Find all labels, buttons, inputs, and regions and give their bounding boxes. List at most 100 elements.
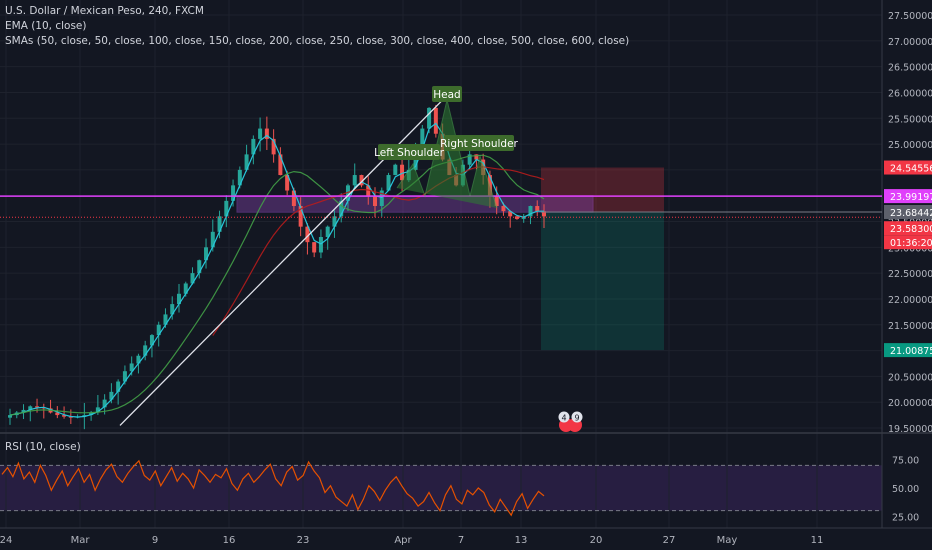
- candle-body: [109, 391, 114, 400]
- left-shoulder-label: Left Shoulder: [374, 147, 445, 159]
- candle-body: [359, 175, 364, 186]
- candle-body: [237, 169, 242, 186]
- candle-body: [318, 236, 323, 253]
- event-badge-bg: [558, 411, 570, 423]
- candle-body: [183, 283, 188, 294]
- price-tag: 24.54556: [890, 164, 932, 175]
- candle-body: [379, 190, 384, 207]
- candle-body: [136, 355, 141, 364]
- candle-body: [102, 399, 107, 408]
- candle-body: [116, 381, 121, 392]
- price-tick-label: 19.50000: [888, 424, 932, 435]
- price-tag: 23.58300: [890, 224, 932, 235]
- candle-body: [474, 154, 479, 160]
- time-tick-label: 7: [458, 535, 464, 546]
- candle-body: [345, 185, 350, 201]
- price-tick-label: 25.50000: [888, 114, 932, 125]
- candle-body: [339, 200, 344, 217]
- candle-body: [542, 211, 546, 217]
- rsi-indicator-label[interactable]: RSI (10, close): [5, 441, 81, 453]
- time-tick-label: 27: [663, 535, 676, 546]
- candle-body: [285, 175, 290, 191]
- price-tick-label: 27.50000: [888, 11, 932, 22]
- time-tick-label: May: [717, 535, 738, 546]
- event-badge-bg: [571, 411, 583, 423]
- rsi-line: [1, 459, 545, 517]
- right-shoulder-label-bg: [444, 135, 514, 151]
- candle-body: [197, 260, 202, 274]
- candle-body: [28, 406, 33, 410]
- candle-body: [89, 412, 94, 416]
- price-tick-label: 26.00000: [888, 88, 932, 99]
- candle-body: [305, 226, 310, 243]
- resistance-zone: [236, 195, 594, 213]
- candle-body: [467, 154, 472, 165]
- sma-line-long: [212, 166, 545, 336]
- candle-body: [231, 185, 236, 201]
- price-tag: 23.99197: [890, 192, 932, 203]
- candle-body: [420, 128, 425, 150]
- rsi-tick-label: 50.00: [892, 484, 919, 495]
- candle-body: [332, 216, 337, 227]
- ema-indicator-label[interactable]: EMA (10, close): [5, 20, 87, 32]
- candle-body: [21, 409, 26, 413]
- price-tag-bg: [884, 221, 932, 236]
- candle-body: [494, 195, 499, 207]
- price-tick-label: 27.00000: [888, 37, 932, 48]
- time-tick-label: 11: [811, 535, 824, 546]
- time-tick-label: 16: [223, 535, 236, 546]
- candle-body: [312, 242, 317, 253]
- price-tick-label: 26.50000: [888, 63, 932, 74]
- candle-body: [129, 363, 134, 372]
- candle-body: [400, 164, 405, 181]
- candle-body: [35, 406, 40, 408]
- candle-body: [386, 175, 391, 191]
- candle-body: [373, 195, 378, 207]
- price-tag-bg: [884, 160, 932, 175]
- candle-body: [224, 200, 229, 217]
- time-tick-label: 13: [515, 535, 528, 546]
- candle-body: [291, 190, 296, 207]
- right-shoulder-label: Right Shoulder: [440, 138, 518, 150]
- price-tag-bg: [884, 343, 932, 358]
- price-tag: 01:36:20: [890, 238, 932, 249]
- candle-body: [427, 107, 432, 129]
- candle-body: [122, 371, 127, 382]
- time-tick-label: 24: [0, 535, 12, 546]
- candle-body: [433, 107, 438, 134]
- time-tick-label: Apr: [394, 535, 412, 546]
- candle-body: [190, 273, 195, 284]
- head-label-bg: [432, 86, 462, 102]
- candle-body: [501, 206, 506, 212]
- rsi-tick-label: 75.00: [892, 456, 919, 467]
- candle-body: [264, 128, 269, 139]
- candle-body: [68, 416, 73, 418]
- candle-body: [258, 128, 263, 139]
- sma-indicator-label[interactable]: SMAs (50, close, 50, close, 100, close, …: [5, 35, 630, 47]
- candle-body: [251, 138, 256, 155]
- price-tag: 23.68442: [890, 208, 932, 219]
- candle-body: [325, 226, 330, 237]
- time-tick-label: 20: [590, 535, 603, 546]
- event-badge-count: 4: [561, 414, 566, 423]
- candle-body: [149, 335, 154, 346]
- candle-body: [143, 345, 148, 356]
- left-shoulder-label-bg: [378, 144, 440, 160]
- candle-body: [176, 293, 181, 305]
- price-tag-bg: [884, 204, 932, 219]
- candle-body: [82, 415, 87, 417]
- event-badge-count: 9: [574, 414, 579, 423]
- candle-body: [244, 154, 249, 170]
- candle-body: [170, 304, 175, 315]
- position-stop-zone: [541, 167, 664, 212]
- price-tick-label: 21.50000: [888, 321, 932, 332]
- candle-body: [278, 154, 283, 176]
- price-tick-label: 25.00000: [888, 140, 932, 151]
- symbol-title: U.S. Dollar / Mexican Peso, 240, FXCM: [5, 5, 204, 17]
- position-target-zone: [541, 211, 664, 351]
- time-tick-label: Mar: [71, 535, 91, 546]
- candle-body: [535, 206, 540, 212]
- candle-body: [298, 206, 303, 227]
- price-tag-bg: [884, 189, 932, 204]
